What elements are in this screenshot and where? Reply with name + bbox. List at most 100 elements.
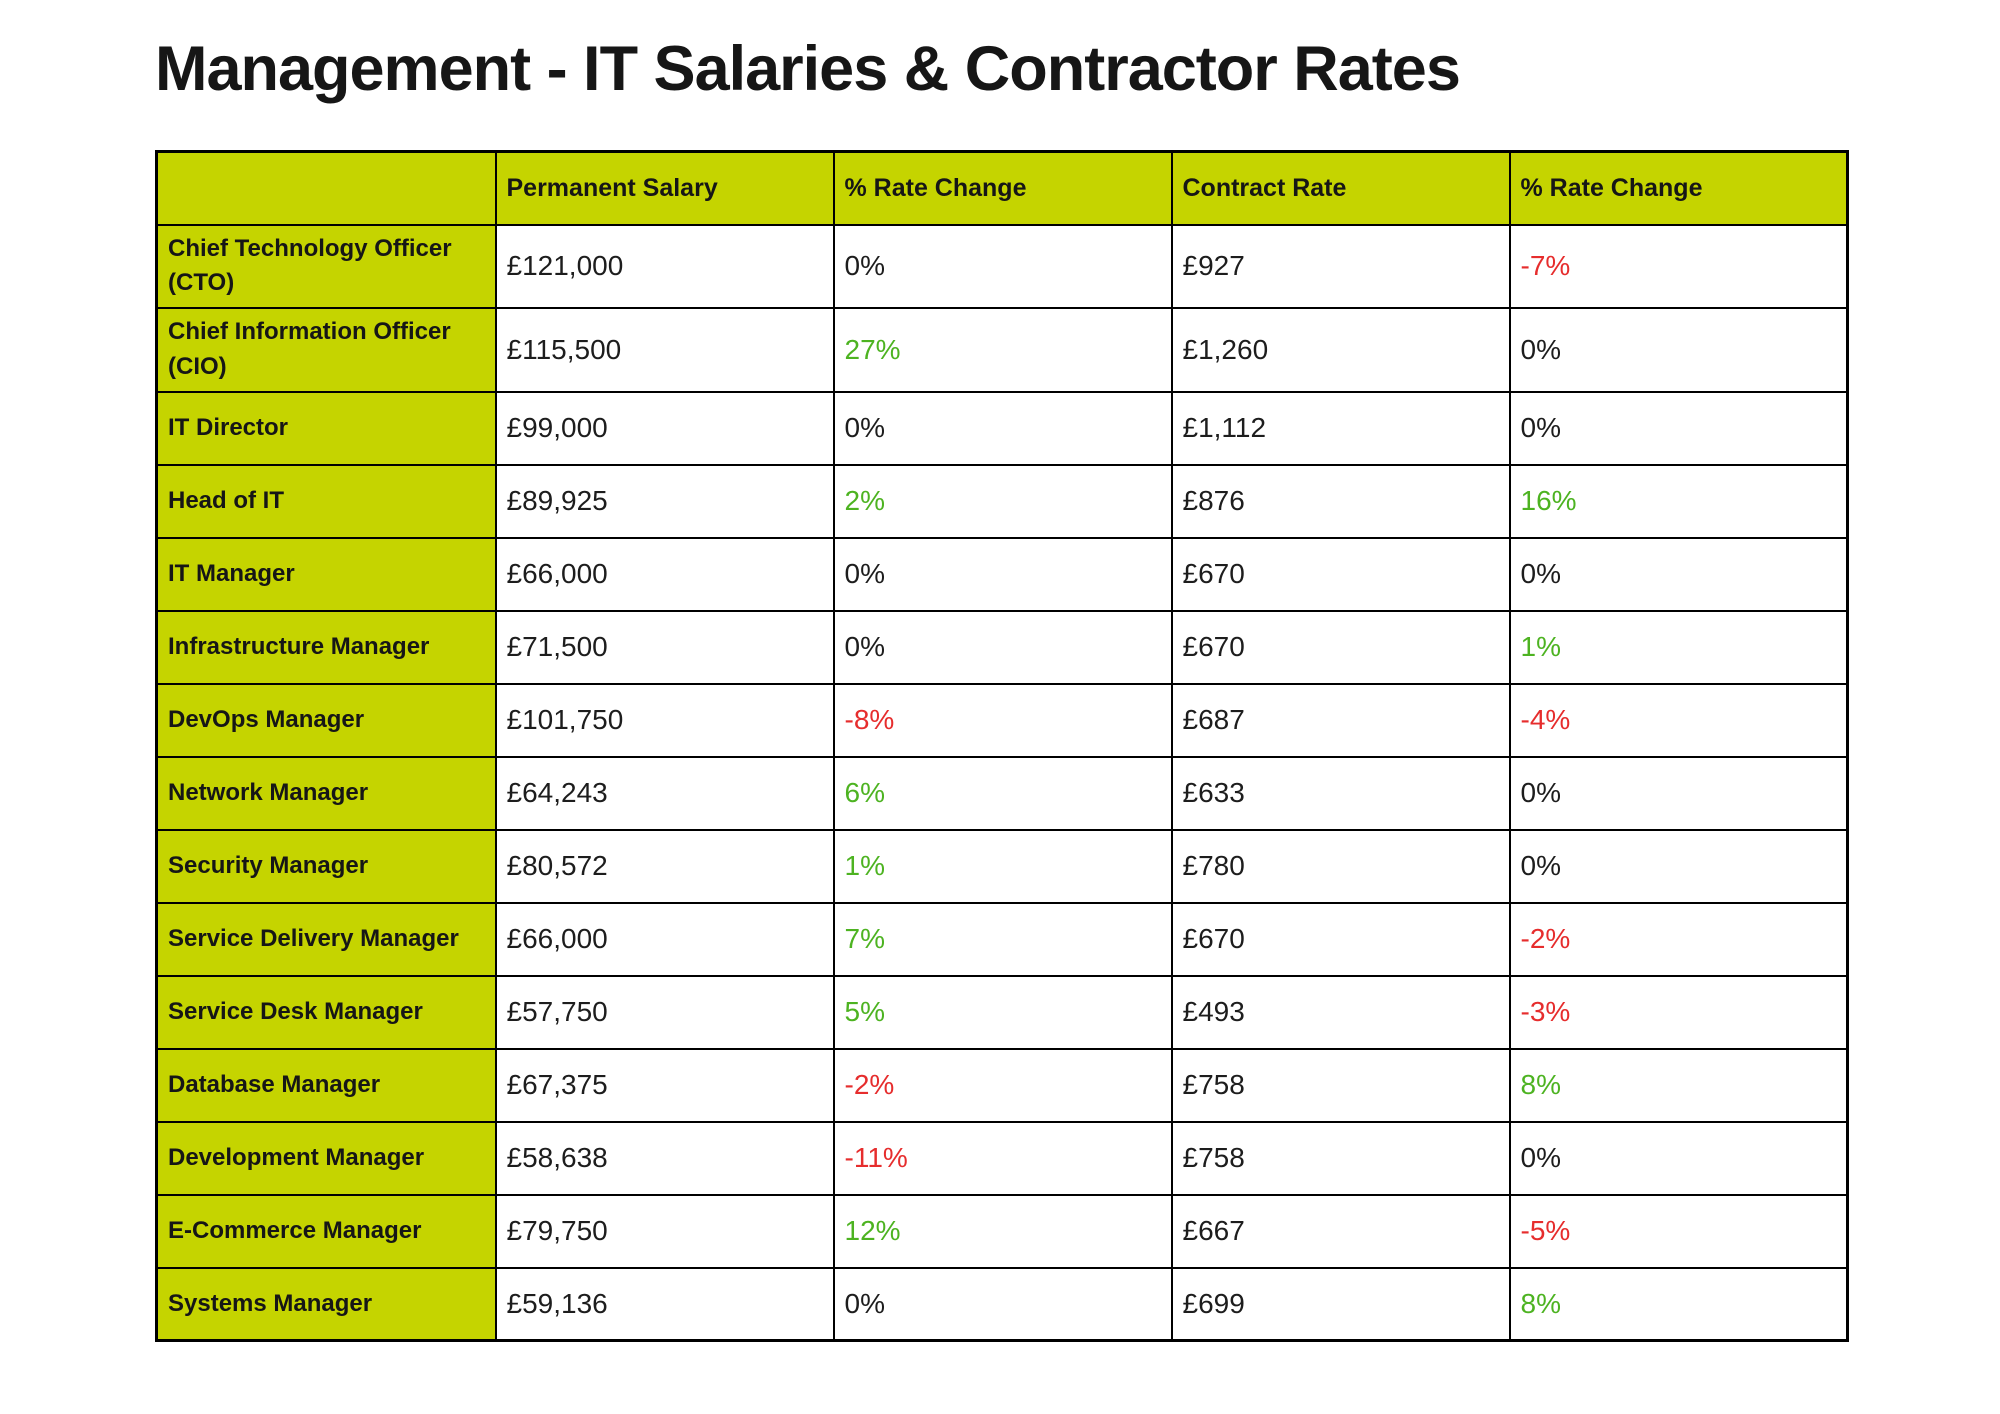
rate-change-cell: 8% [1508, 1266, 1849, 1342]
salary-change-cell: 27% [832, 307, 1173, 393]
table-header: Permanent Salary% Rate Change Contract Ra… [155, 150, 1849, 226]
salary-change-cell: 1% [832, 828, 1173, 904]
role-cell: Service Desk Manager [155, 974, 497, 1050]
permanent-salary-cell: £101,750 [494, 682, 835, 758]
table-row: IT Manager £66,000 0% £670 0% [155, 536, 1849, 612]
contract-rate-cell: £1,112 [1170, 390, 1511, 466]
salary-change-cell: 5% [832, 974, 1173, 1050]
role-cell: Chief Information Officer (CIO) [155, 307, 497, 393]
role-cell: DevOps Manager [155, 682, 497, 758]
rate-change-cell: 0% [1508, 390, 1849, 466]
page-title: Management - IT Salaries & Contractor Ra… [155, 34, 1461, 104]
salary-change-cell: 0% [832, 536, 1173, 612]
role-cell: Network Manager [155, 755, 497, 831]
salary-change-cell: 7% [832, 901, 1173, 977]
contract-rate-cell: £758 [1170, 1047, 1511, 1123]
contract-rate-cell: £1,260 [1170, 307, 1511, 393]
contract-rate-cell: £670 [1170, 536, 1511, 612]
salary-change-cell: 12% [832, 1193, 1173, 1269]
contract-rate-cell: £876 [1170, 463, 1511, 539]
salary-change-cell: 0% [832, 609, 1173, 685]
table-row: Systems Manager £59,136 0% £699 8% [155, 1266, 1849, 1342]
contract-rate-cell: £667 [1170, 1193, 1511, 1269]
role-cell: Infrastructure Manager [155, 609, 497, 685]
role-cell: Service Delivery Manager [155, 901, 497, 977]
contract-rate-cell: £927 [1170, 223, 1511, 310]
header-row: Permanent Salary% Rate Change Contract Ra… [155, 150, 1849, 226]
permanent-salary-cell: £67,375 [494, 1047, 835, 1123]
permanent-salary-cell: £59,136 [494, 1266, 835, 1342]
salary-change-cell: -8% [832, 682, 1173, 758]
rate-change-cell: 0% [1508, 307, 1849, 393]
role-cell: IT Director [155, 390, 497, 466]
salary-change-cell: 0% [832, 1266, 1173, 1342]
permanent-salary-cell: £57,750 [494, 974, 835, 1050]
table-row: DevOps Manager £101,750 -8% £687 -4% [155, 682, 1849, 758]
table-row: Service Desk Manager £57,750 5% £493 -3% [155, 974, 1849, 1050]
permanent-salary-cell: £71,500 [494, 609, 835, 685]
role-cell: Head of IT [155, 463, 497, 539]
rate-change-cell: 0% [1508, 755, 1849, 831]
rate-change-cell: -2% [1508, 901, 1849, 977]
table-row: Infrastructure Manager £71,500 0% £670 1% [155, 609, 1849, 685]
salary-change-cell: -11% [832, 1120, 1173, 1196]
permanent-salary-cell: £64,243 [494, 755, 835, 831]
permanent-salary-cell: £121,000 [494, 223, 835, 310]
permanent-salary-cell: £115,500 [494, 307, 835, 393]
table-row: Head of IT £89,925 2% £876 16% [155, 463, 1849, 539]
role-cell: Chief Technology Officer (CTO) [155, 223, 497, 310]
table-row: Chief Technology Officer (CTO) £121,000 0%… [155, 223, 1849, 310]
column-header-cell: % Rate Change [832, 150, 1173, 226]
rate-change-cell: -4% [1508, 682, 1849, 758]
table-row: Development Manager £58,638 -11% £758 0% [155, 1120, 1849, 1196]
permanent-salary-cell: £58,638 [494, 1120, 835, 1196]
table-row: Security Manager £80,572 1% £780 0% [155, 828, 1849, 904]
table-row: IT Director £99,000 0% £1,112 0% [155, 390, 1849, 466]
contract-rate-cell: £670 [1170, 901, 1511, 977]
permanent-salary-cell: £79,750 [494, 1193, 835, 1269]
rate-change-cell: -7% [1508, 223, 1849, 310]
salary-change-cell: -2% [832, 1047, 1173, 1123]
salary-change-cell: 0% [832, 390, 1173, 466]
salary-change-cell: 0% [832, 223, 1173, 310]
permanent-salary-cell: £80,572 [494, 828, 835, 904]
permanent-salary-cell: £89,925 [494, 463, 835, 539]
column-header-cell: Contract Rate [1170, 150, 1511, 226]
contract-rate-cell: £670 [1170, 609, 1511, 685]
table-row: Network Manager £64,243 6% £633 0% [155, 755, 1849, 831]
permanent-salary-cell: £66,000 [494, 901, 835, 977]
column-header-cell: Permanent Salary [494, 150, 835, 226]
table-row: Service Delivery Manager £66,000 7% £670 -2% [155, 901, 1849, 977]
salary-change-cell: 6% [832, 755, 1173, 831]
rate-change-cell: 0% [1508, 828, 1849, 904]
salary-change-cell: 2% [832, 463, 1173, 539]
column-header-cell: % Rate Change [1508, 150, 1849, 226]
table-row: Chief Information Officer (CIO) £115,500 2… [155, 307, 1849, 393]
permanent-salary-cell: £99,000 [494, 390, 835, 466]
role-cell: Development Manager [155, 1120, 497, 1196]
role-cell: Security Manager [155, 828, 497, 904]
role-cell: IT Manager [155, 536, 497, 612]
rate-change-cell: -3% [1508, 974, 1849, 1050]
permanent-salary-cell: £66,000 [494, 536, 835, 612]
rate-change-cell: 1% [1508, 609, 1849, 685]
role-cell: Database Manager [155, 1047, 497, 1123]
salary-rates-table: Permanent Salary% Rate Change Contract Ra… [155, 150, 1849, 1343]
rate-change-cell: 0% [1508, 536, 1849, 612]
rate-change-cell: 8% [1508, 1047, 1849, 1123]
corner-header-cell [155, 150, 497, 226]
role-cell: E-Commerce Manager [155, 1193, 497, 1269]
contract-rate-cell: £687 [1170, 682, 1511, 758]
rate-change-cell: 0% [1508, 1120, 1849, 1196]
contract-rate-cell: £633 [1170, 755, 1511, 831]
contract-rate-cell: £493 [1170, 974, 1511, 1050]
contract-rate-cell: £758 [1170, 1120, 1511, 1196]
table-body: Chief Technology Officer (CTO) £121,000 0%… [155, 223, 1849, 1342]
table-row: Database Manager £67,375 -2% £758 8% [155, 1047, 1849, 1123]
role-cell: Systems Manager [155, 1266, 497, 1342]
rate-change-cell: -5% [1508, 1193, 1849, 1269]
contract-rate-cell: £699 [1170, 1266, 1511, 1342]
contract-rate-cell: £780 [1170, 828, 1511, 904]
rate-change-cell: 16% [1508, 463, 1849, 539]
